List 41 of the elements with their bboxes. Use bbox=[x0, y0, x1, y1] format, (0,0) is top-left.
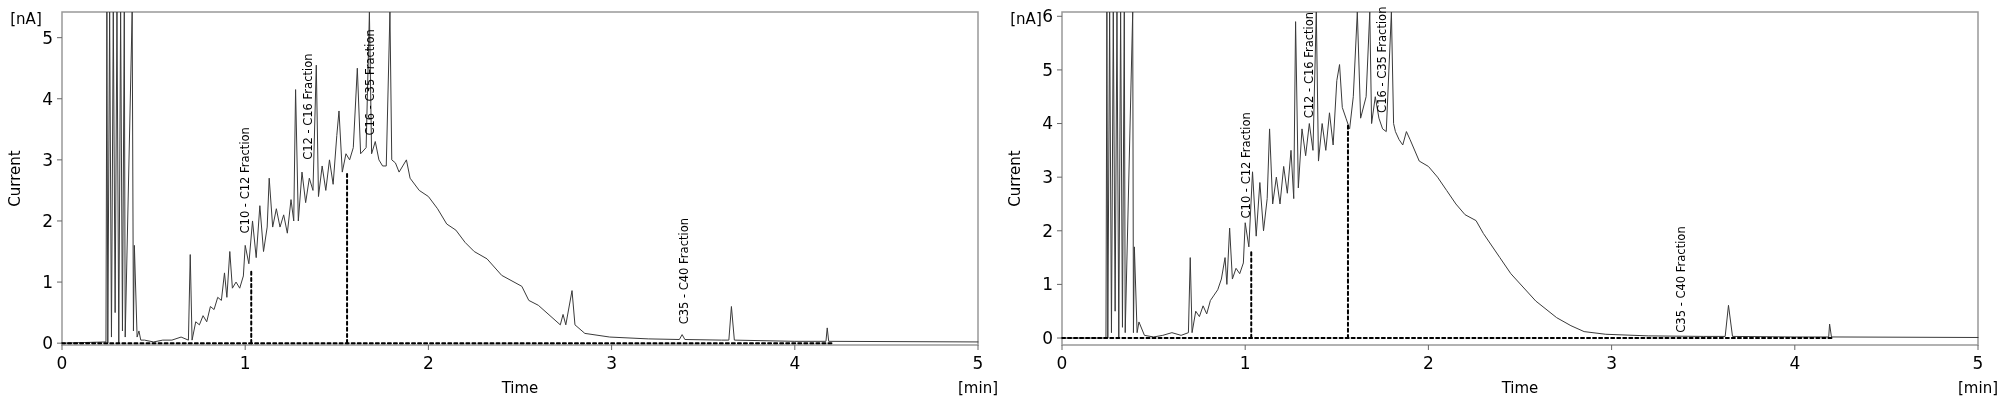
text: [nA] bbox=[10, 10, 42, 28]
annotation: C35 - C40 Fraction bbox=[677, 217, 692, 325]
y-axis-title: Current bbox=[1006, 150, 1024, 207]
y-tick-label: 3 bbox=[42, 149, 53, 170]
x-tick-label: 2 bbox=[1422, 353, 1434, 373]
y-tick-label: 0 bbox=[42, 333, 53, 354]
annotation: C12 - C16 Fraction bbox=[1302, 11, 1317, 119]
y-axis-title: Current bbox=[6, 150, 24, 207]
y-tick-label: 1 bbox=[42, 272, 53, 293]
annotation: C35 - C40 Fraction bbox=[1674, 226, 1689, 333]
y-tick-label: 2 bbox=[1042, 220, 1053, 241]
x-tick-label: 0 bbox=[56, 353, 68, 373]
x-tick-label: 1 bbox=[239, 353, 251, 373]
x-tick-label: 5 bbox=[972, 353, 984, 373]
x-tick-label: 2 bbox=[422, 353, 434, 373]
x-axis-title: Time bbox=[1500, 379, 1539, 397]
x-axis-title: Time bbox=[500, 379, 539, 397]
text: [min] bbox=[958, 379, 998, 397]
text: [min] bbox=[1958, 379, 1998, 397]
annotation: C10 - C12 Fraction bbox=[1239, 112, 1254, 219]
annotation: C16 - C35 Fraction bbox=[362, 29, 377, 136]
y-tick-label: 4 bbox=[1042, 113, 1053, 134]
x-tick-label: 3 bbox=[1606, 353, 1618, 373]
y-tick-label: 5 bbox=[1042, 59, 1053, 80]
annotation: C16 - C35 Fraction bbox=[1375, 6, 1390, 113]
x-tick-label: 0 bbox=[1056, 353, 1068, 373]
y-tick-label: 1 bbox=[1042, 274, 1053, 295]
y-tick-label: 0 bbox=[1042, 327, 1053, 348]
text: [nA] bbox=[1010, 10, 1042, 28]
x-tick-label: 5 bbox=[1972, 353, 1984, 373]
y-tick-label: 2 bbox=[42, 210, 53, 231]
annotation: C12 - C16 Fraction bbox=[301, 53, 316, 160]
annotation: C10 - C12 Fraction bbox=[238, 127, 253, 234]
x-tick-label: 4 bbox=[789, 353, 801, 373]
y-tick-label: 4 bbox=[42, 88, 53, 109]
y-tick-label: 5 bbox=[42, 27, 53, 48]
y-tick-label: 6 bbox=[1042, 6, 1053, 27]
x-tick-label: 4 bbox=[1789, 353, 1801, 373]
y-tick-label: 3 bbox=[1042, 167, 1053, 188]
x-tick-label: 3 bbox=[606, 353, 618, 373]
x-tick-label: 1 bbox=[1239, 353, 1251, 373]
